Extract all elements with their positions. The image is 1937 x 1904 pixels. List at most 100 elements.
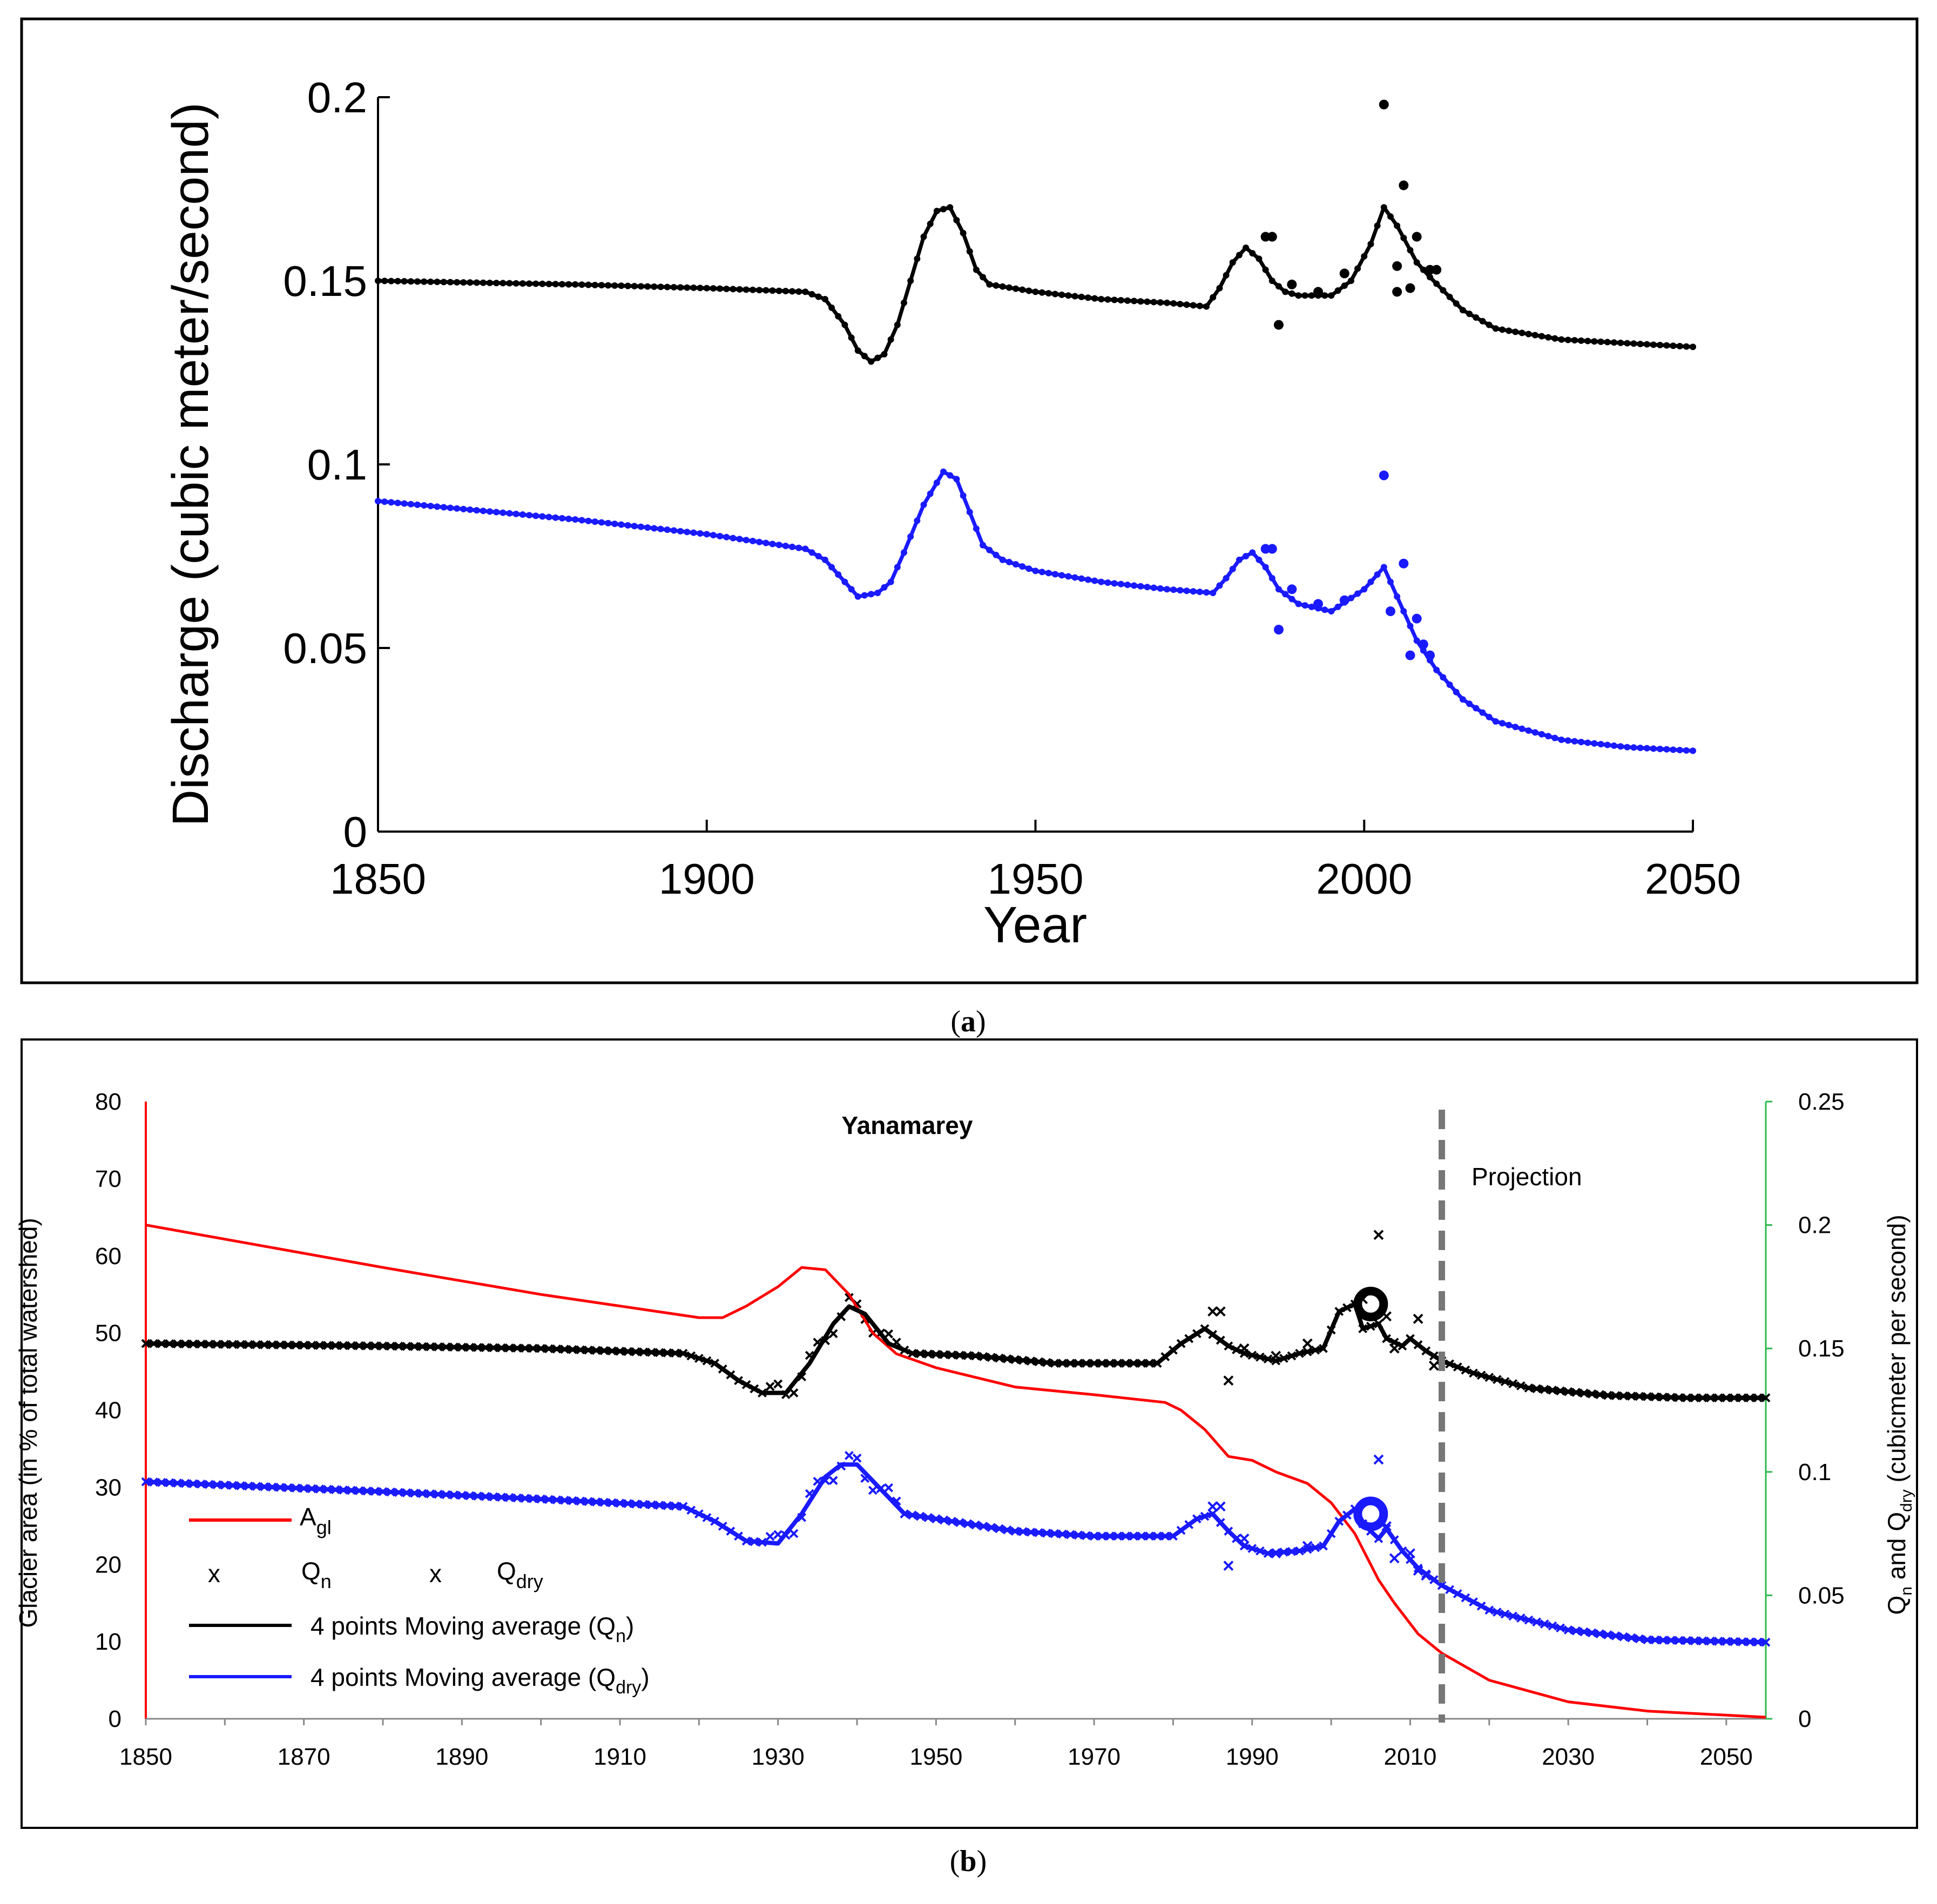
a-data-point (795, 544, 802, 551)
a-data-point (1032, 568, 1039, 575)
a-data-point (1466, 700, 1473, 707)
b-data-marker (1373, 1230, 1384, 1240)
a-data-point (1407, 247, 1414, 254)
a-data-point (1630, 744, 1637, 751)
b-left-tick-label: 0 (109, 1706, 122, 1732)
a-data-point (1137, 583, 1144, 590)
a-data-point (920, 233, 927, 240)
a-data-point (565, 515, 572, 522)
a-data-point (1405, 283, 1415, 293)
a-data-point (1190, 302, 1197, 309)
a-data-point (493, 509, 500, 516)
a-data-point (1690, 343, 1696, 350)
b-right-tick-label: 0 (1798, 1706, 1811, 1732)
a-data-point (973, 525, 980, 532)
a-data-point (723, 285, 730, 292)
a-data-point (1367, 241, 1374, 247)
a-data-point (1203, 589, 1210, 596)
a-data-point (1295, 292, 1302, 299)
a-data-point (1624, 744, 1631, 751)
a-data-point (1499, 720, 1506, 727)
a-data-point (1367, 578, 1374, 585)
a-data-point (1657, 746, 1664, 752)
a-data-point (552, 514, 559, 521)
a-data-point (454, 279, 461, 286)
a-data-point (1347, 595, 1354, 602)
a-data-point (920, 501, 927, 508)
b-data-marker (828, 1476, 838, 1486)
a-data-point (841, 321, 848, 328)
a-data-point (532, 512, 539, 519)
a-data-point (769, 541, 776, 548)
a-data-point (1670, 342, 1677, 349)
a-data-point (1045, 570, 1052, 577)
a-data-point (1354, 265, 1361, 272)
a-data-point (947, 472, 954, 479)
a-y-tick-label: 0.1 (307, 441, 367, 489)
a-data-point (697, 285, 704, 292)
a-data-point (802, 545, 809, 552)
a-data-point (1399, 180, 1409, 191)
a-data-point (1407, 623, 1414, 630)
panel-a: 1850 1900 1950 2000 2050 0 0.05 0.1 0.15 0.2 Year… (20, 17, 1919, 984)
a-data-point (1663, 342, 1670, 349)
a-data-point (407, 278, 414, 285)
a-data-point (717, 285, 724, 292)
b-data-marker (773, 1379, 783, 1389)
a-data-point (1268, 575, 1275, 582)
a-data-point (1223, 272, 1230, 279)
a-data-point (1334, 603, 1341, 610)
a-series-q-dry (375, 468, 1696, 754)
a-data-point (558, 281, 565, 288)
a-data-point (1571, 738, 1578, 745)
a-data-point (1379, 99, 1389, 110)
b-left-tick-label: 80 (95, 1089, 122, 1115)
a-data-point (585, 281, 592, 288)
a-data-point (927, 490, 934, 497)
a-data-point (789, 543, 796, 550)
a-y-tick-label: 0.05 (283, 624, 367, 672)
a-data-point (1071, 574, 1078, 581)
a-data-point (762, 287, 770, 294)
a-data-point (1262, 564, 1269, 571)
a-data-point (1591, 740, 1598, 747)
a-data-point (854, 347, 861, 354)
b-data-marker (765, 1531, 775, 1541)
b-title: Yanamarey (842, 1111, 973, 1139)
a-data-point (1459, 307, 1466, 314)
a-data-point (697, 530, 704, 537)
a-data-point (1380, 204, 1387, 211)
a-data-point (1339, 268, 1349, 279)
b-data-marker (765, 1382, 775, 1392)
a-data-point (980, 542, 987, 549)
a-data-point (1131, 582, 1138, 589)
a-data-point (1275, 586, 1282, 593)
a-data-point (1354, 590, 1361, 597)
a-data-point (1157, 299, 1164, 306)
a-data-point (887, 336, 894, 343)
a-data-point (611, 521, 618, 528)
a-data-point (1282, 591, 1289, 598)
a-data-point (618, 521, 625, 528)
a-data-point (1288, 290, 1295, 297)
a-data-point (618, 282, 625, 289)
a-data-point (565, 281, 572, 288)
a-data-point (631, 523, 638, 530)
a-data-point (605, 282, 612, 289)
a-x-tick-label: 2050 (1645, 855, 1741, 903)
b-left-tick-label: 10 (95, 1629, 122, 1655)
b-left-tick-label: 20 (95, 1551, 122, 1578)
a-data-point (631, 282, 638, 289)
a-data-point (775, 287, 782, 294)
a-data-point (1385, 606, 1395, 616)
b-series-line-4-points-moving-average-qdry- (145, 1462, 1766, 1645)
a-data-point (1282, 288, 1289, 295)
a-data-point (1545, 334, 1552, 341)
a-y-axis-title: Discharge (cubic meter/second) (162, 102, 219, 826)
a-data-point (381, 498, 388, 505)
a-data-point (1328, 292, 1335, 299)
a-data-point (670, 283, 677, 291)
projection-label: Projection (1472, 1163, 1582, 1191)
a-data-point (703, 285, 710, 292)
a-data-point (440, 504, 447, 511)
